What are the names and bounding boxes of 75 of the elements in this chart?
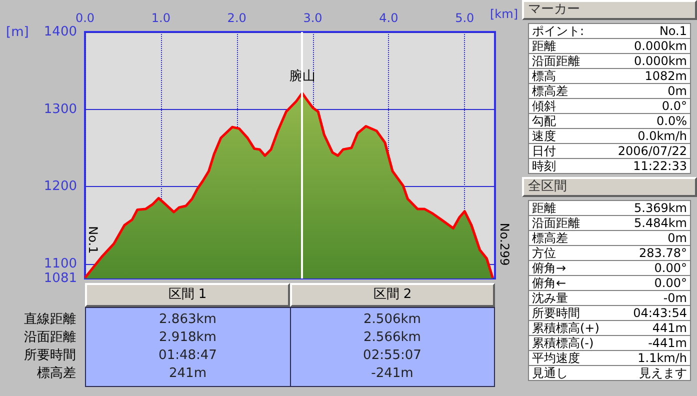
text: 0.00° (654, 261, 687, 275)
category-label: 見通し (532, 366, 568, 380)
category-label: 所要時間 (24, 348, 76, 363)
text: 1.1km/h (638, 351, 687, 365)
x-tick-label: 4.0 (379, 11, 398, 25)
category-label: 俯角← (532, 276, 566, 290)
text: 2006/07/22 (618, 144, 687, 158)
text: 0.00° (654, 276, 687, 290)
category-label: 区間 2 (290, 283, 495, 307)
annotation: No.299 (498, 222, 512, 266)
text: 0m (668, 84, 687, 98)
text: 0.0° (662, 99, 687, 113)
y-tick-label: 1100 (44, 256, 77, 272)
text: 0m (668, 231, 687, 245)
text: 283.78° (639, 246, 687, 260)
text: 見えます (639, 366, 687, 380)
text: 全区間 (522, 177, 697, 197)
text: No.1 (659, 24, 687, 38)
category-label: 勾配 (532, 114, 556, 128)
text: 0.0% (656, 114, 687, 128)
category-label: 標高差 (532, 84, 568, 98)
category-label: 沈み量 (532, 291, 568, 305)
category-label: 距離 (532, 39, 556, 53)
category-label: 区間 1 (85, 283, 290, 307)
text: 0.0km/h (638, 129, 687, 143)
text: 11:22:33 (633, 159, 687, 173)
category-label: 時刻 (532, 159, 556, 173)
text: 441m (652, 321, 687, 335)
category-label: 標高 (532, 69, 556, 83)
text: 04:43:54 (633, 306, 687, 320)
category-label: 方位 (532, 246, 556, 260)
category-label: 標高差 (532, 231, 568, 245)
category-label: 累積標高(+) (532, 321, 600, 335)
category-label: 累積標高(-) (532, 336, 594, 350)
annotation: No.1 (86, 226, 100, 254)
text: -241m (371, 366, 414, 381)
category-label: 沿面距離 (532, 216, 580, 230)
text: 0.000km (634, 39, 687, 53)
x-tick-label: 0.0 (75, 11, 95, 25)
x-tick-label: 5.0 (455, 11, 474, 25)
y-tick-label: 1300 (44, 102, 77, 117)
category-label: 距離 (532, 201, 556, 215)
category-label: 標高差 (37, 366, 76, 381)
text: マーカー (522, 0, 697, 20)
x-axis-title: [km] (490, 7, 518, 21)
text: 241m (169, 366, 206, 381)
category-label: 速度 (532, 129, 556, 143)
category-label: 俯角→ (532, 261, 566, 275)
y-tick-label: 1400 (44, 24, 77, 40)
y-tick-label: 1200 (44, 179, 77, 194)
text: -441m (648, 336, 687, 350)
category-label: 沿面距離 (24, 330, 76, 345)
text: 5.369km (634, 201, 687, 215)
category-label: 日付 (532, 144, 556, 158)
category-label: 沿面距離 (532, 54, 580, 68)
text: 2.506km (364, 312, 421, 327)
text: 02:55:07 (363, 348, 422, 363)
text: 1082m (644, 69, 687, 83)
category-label: 傾斜 (532, 99, 556, 113)
text: 2.918km (159, 330, 216, 345)
text: 5.484km (634, 216, 687, 230)
x-tick-label: 2.0 (227, 11, 246, 25)
y-tick-label: 1081 (44, 271, 77, 286)
category-label: ポイント: (532, 24, 584, 38)
category-label: 平均速度 (532, 351, 580, 365)
text: 01:48:47 (158, 348, 217, 363)
text: 0.000km (634, 54, 687, 68)
text: 2.863km (159, 312, 216, 327)
category-label: 直線距離 (24, 312, 76, 327)
text: -0m (663, 291, 687, 305)
x-tick-label: 3.0 (303, 11, 322, 25)
y-axis-title: [m] (6, 25, 29, 40)
category-label: 所要時間 (532, 306, 580, 320)
text: 2.566km (364, 330, 421, 345)
x-tick-label: 1.0 (151, 11, 170, 25)
